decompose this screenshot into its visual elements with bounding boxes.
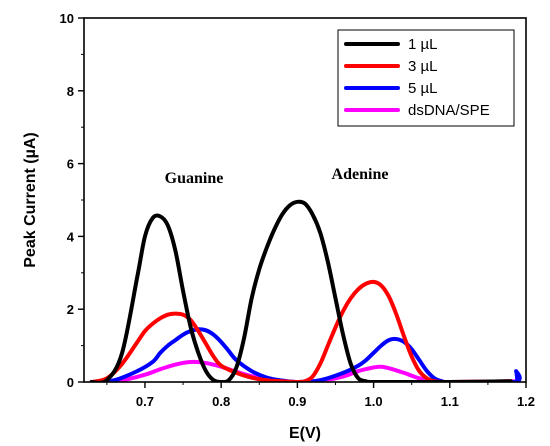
x-tick-label: 1.1: [441, 394, 459, 409]
y-tick-label: 10: [60, 11, 74, 26]
series-line-3: [89, 359, 521, 382]
y-tick-label: 0: [67, 375, 74, 390]
y-tick-label: 2: [67, 302, 74, 317]
legend: 1 µL 3 µL 5 µL dsDNA/SPE: [337, 29, 515, 127]
series-line-1: [89, 279, 513, 382]
series-line-2: [89, 327, 522, 382]
y-tick-label: 6: [67, 157, 74, 172]
x-tick-label: 0.8: [212, 394, 230, 409]
annotation-adenine: Adenine: [332, 166, 389, 183]
x-tick-label: 0.7: [136, 394, 154, 409]
x-tick-label: 1.0: [365, 394, 383, 409]
x-tick-label: 1.2: [517, 394, 535, 409]
ticks-layer: 0.7 0.8 0.9 1.0 1.1 1.2 0 2 4 6 8 10: [60, 11, 536, 409]
series-line-0: [89, 199, 513, 382]
annotation-guanine: Guanine: [165, 170, 224, 187]
x-axis-title: E(V): [289, 425, 321, 442]
legend-label-0: 1 µL: [408, 36, 438, 53]
y-tick-label: 8: [67, 84, 74, 99]
y-axis-title: Peak Current (µA): [22, 132, 39, 267]
series-layer: [89, 199, 522, 382]
x-tick-label: 0.9: [288, 394, 306, 409]
y-tick-label: 4: [67, 229, 75, 244]
legend-label-2: 5 µL: [408, 80, 438, 97]
legend-label-3: dsDNA/SPE: [408, 102, 490, 119]
legend-label-1: 3 µL: [408, 58, 438, 75]
